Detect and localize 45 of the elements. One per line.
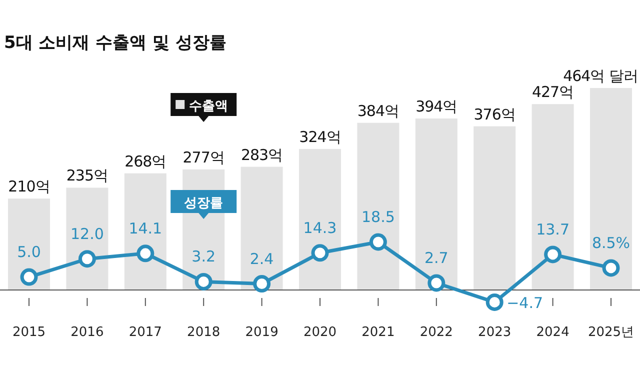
- data-label: 2.4: [250, 250, 274, 268]
- data-label: −4.7: [506, 294, 544, 312]
- data-label: 8.5%: [592, 234, 630, 252]
- data-label: 376억: [474, 105, 516, 124]
- data-label: 394억: [416, 97, 458, 116]
- x-tick-label: 2023: [478, 325, 512, 340]
- bar: [8, 198, 50, 290]
- bar: [474, 126, 516, 290]
- x-tick-label: 2022: [420, 325, 453, 340]
- x-tick-label: 2024: [536, 325, 570, 340]
- x-tick-label: 2025년: [588, 325, 634, 340]
- bar: [357, 122, 400, 290]
- data-label: 427억: [532, 83, 574, 102]
- bar: [66, 188, 108, 290]
- legend-label: 수출액: [189, 99, 228, 114]
- data-label: 3.2: [192, 248, 216, 266]
- data-label: 464억 달러: [563, 67, 638, 85]
- data-label: 210억: [8, 178, 50, 196]
- x-tick-label: 2016: [70, 325, 104, 340]
- x-tick-label: 2019: [245, 325, 278, 340]
- data-label: 2.7: [424, 248, 448, 267]
- data-label: 384억: [357, 102, 400, 120]
- x-tick-label: 2021: [362, 325, 395, 340]
- data-label: 268억: [124, 152, 166, 170]
- x-tick-label: 2018: [187, 325, 220, 340]
- bar: [124, 173, 166, 290]
- x-tick-label: 2020: [303, 325, 337, 340]
- data-label: 12.0: [70, 224, 104, 243]
- x-tick-label: 2017: [128, 325, 162, 340]
- bar: [590, 88, 632, 290]
- data-label: 277억: [182, 148, 224, 166]
- data-label: 14.1: [128, 219, 162, 238]
- title: 5대 소비재 수출액 및 성장률: [4, 33, 227, 53]
- data-label: 283억: [240, 146, 283, 164]
- data-label: 18.5: [361, 208, 395, 226]
- data-label: 5.0: [17, 243, 41, 262]
- data-label: 324억: [299, 128, 341, 146]
- data-label: 14.3: [303, 218, 337, 237]
- bar: [240, 166, 283, 290]
- data-label: 13.7: [536, 220, 570, 238]
- bar: [299, 148, 341, 290]
- bar: [532, 104, 574, 290]
- bar: [415, 118, 458, 290]
- x-tick-label: 2015: [12, 325, 46, 340]
- data-label: 235억: [66, 166, 108, 185]
